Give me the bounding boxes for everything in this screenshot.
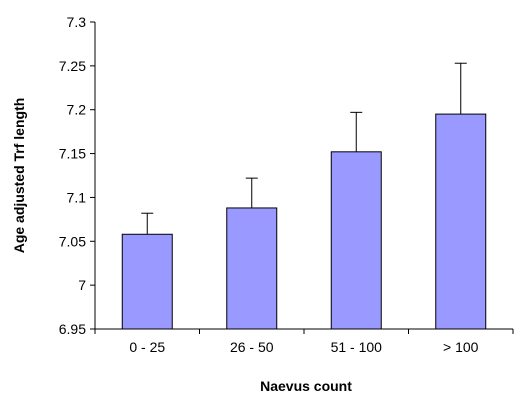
x-tick-label: 0 - 25 [129, 339, 165, 355]
y-tick-label: 7.25 [59, 58, 86, 74]
y-tick-label: 7 [78, 277, 86, 293]
x-axis-title: Naevus count [260, 378, 352, 394]
x-tick-label: 26 - 50 [230, 339, 274, 355]
error-bars-group [141, 62, 467, 235]
bar [226, 207, 278, 330]
y-axis: 6.95 7 7.05 7.1 7.15 7.2 7.25 7.3 [59, 14, 96, 337]
y-tick-label: 7.15 [59, 146, 86, 162]
bar [121, 233, 173, 330]
y-tick-label: 7.2 [67, 102, 87, 118]
y-tick-label: 7.3 [67, 14, 87, 30]
y-tick-label: 6.95 [59, 321, 86, 337]
bars-group [121, 113, 487, 330]
x-axis: 0 - 25 26 - 50 51 - 100 > 100 [94, 328, 514, 355]
y-tick-label: 7.1 [67, 189, 87, 205]
bar [435, 113, 487, 330]
y-tick-label: 7.05 [59, 233, 86, 249]
x-tick-label: > 100 [443, 339, 479, 355]
y-axis-title: Age adjusted Trf length [11, 98, 27, 254]
x-tick-label: 51 - 100 [331, 339, 383, 355]
bar [330, 151, 382, 330]
